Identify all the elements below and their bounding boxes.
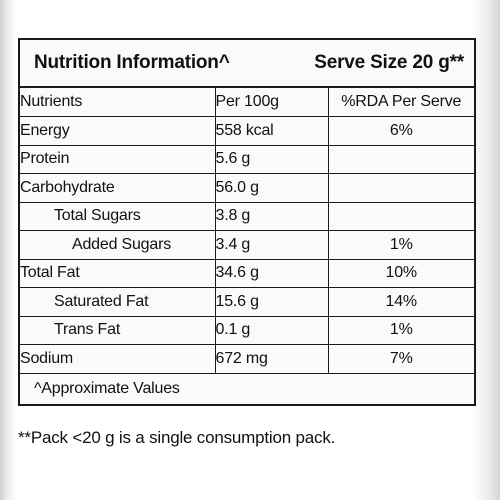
pack-note: **Pack <20 g is a single consumption pac… [18, 428, 336, 447]
nutrient-per-100g: 672 mg [215, 344, 329, 374]
column-header-nutrients: Nutrients [20, 88, 216, 117]
nutrient-name: Saturated Fat [20, 287, 216, 317]
nutrient-rda: 14% [328, 287, 474, 317]
nutrient-per-100g: 34.6 g [215, 259, 329, 288]
nutrient-per-100g: 5.6 g [215, 145, 329, 174]
nutrient-rda: 7% [328, 344, 474, 374]
nutrient-per-100g: 0.1 g [215, 316, 329, 345]
nutrition-table: Nutrients Per 100g %RDA Per Serve Energy… [20, 88, 474, 374]
nutrient-name: Total Sugars [20, 202, 216, 231]
column-header-rda: %RDA Per Serve [328, 88, 474, 117]
approximate-values-text: ^Approximate Values [34, 379, 180, 397]
nutrient-name: Total Fat [20, 259, 216, 288]
label-header: Nutrition Information^ Serve Size 20 g** [20, 40, 474, 88]
nutrient-rda: 1% [328, 230, 474, 260]
nutrient-per-100g: 558 kcal [215, 116, 329, 146]
table-row: Sodium 672 mg 7% [20, 344, 474, 374]
nutrient-per-100g: 3.8 g [215, 202, 329, 231]
table-row: Protein 5.6 g [20, 145, 474, 174]
table-row: Total Sugars 3.8 g [20, 202, 474, 231]
table-row: Energy 558 kcal 6% [20, 116, 474, 146]
serve-size: Serve Size 20 g** [314, 52, 464, 73]
nutrient-rda [328, 173, 474, 203]
nutrient-per-100g: 3.4 g [215, 230, 329, 260]
nutrient-rda: 6% [328, 116, 474, 146]
nutrient-rda [328, 202, 474, 231]
table-row: Carbohydrate 56.0 g [20, 173, 474, 203]
table-row: Trans Fat 0.1 g 1% [20, 316, 474, 345]
approximate-values-note: ^Approximate Values [20, 374, 474, 404]
nutrient-name: Carbohydrate [20, 173, 216, 203]
nutrient-per-100g: 15.6 g [215, 287, 329, 317]
table-row: Added Sugars 3.4 g 1% [20, 230, 474, 260]
nutrient-rda: 10% [328, 259, 474, 288]
nutrition-label: Nutrition Information^ Serve Size 20 g**… [18, 38, 476, 406]
nutrient-name: Protein [20, 145, 216, 174]
nutrient-name: Sodium [20, 344, 216, 374]
nutrient-name: Trans Fat [20, 316, 216, 345]
table-row: Saturated Fat 15.6 g 14% [20, 287, 474, 317]
nutrient-per-100g: 56.0 g [215, 173, 329, 203]
table-header-row: Nutrients Per 100g %RDA Per Serve [20, 88, 474, 117]
table-row: Total Fat 34.6 g 10% [20, 259, 474, 288]
nutrient-rda [328, 145, 474, 174]
column-header-per-100g: Per 100g [215, 88, 329, 117]
label-title: Nutrition Information^ [34, 52, 230, 73]
nutrient-name: Added Sugars [20, 230, 216, 260]
nutrient-rda: 1% [328, 316, 474, 345]
nutrient-name: Energy [20, 116, 216, 146]
